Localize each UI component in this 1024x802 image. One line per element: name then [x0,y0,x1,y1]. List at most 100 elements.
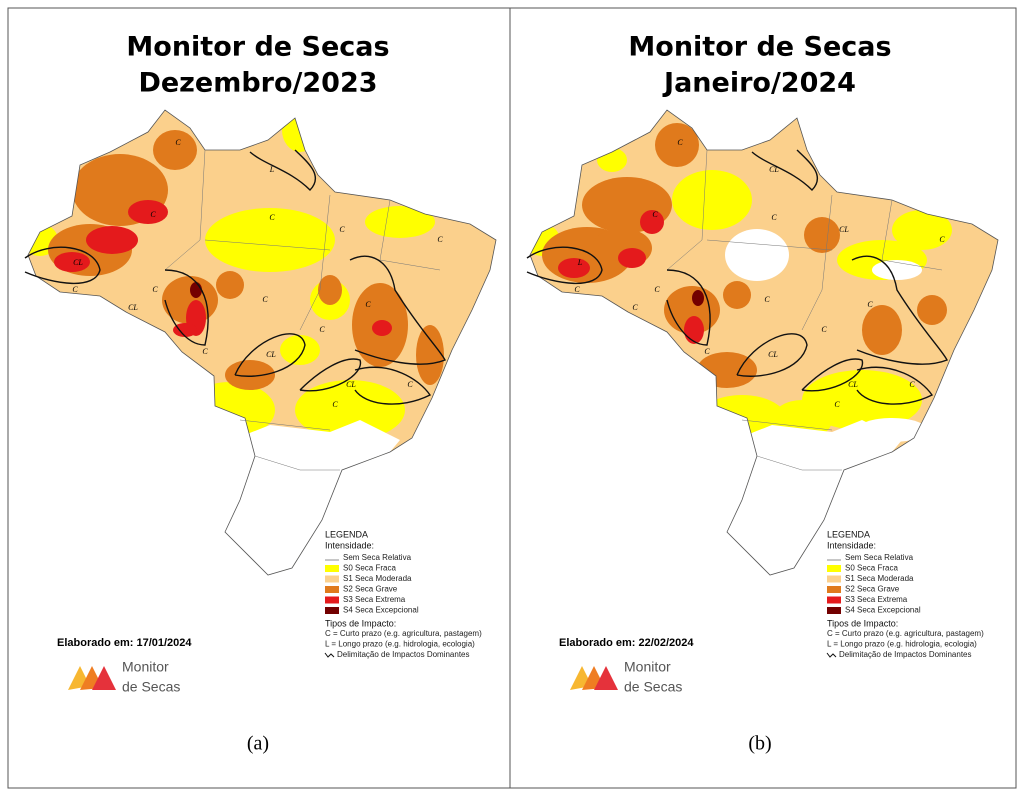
impact-label: C [365,300,371,309]
impact-label: C [152,285,158,294]
state-border [239,419,331,431]
legend-swatch [325,575,339,583]
drought-area [173,323,197,337]
drought-area [862,305,902,355]
impact-label: C [407,380,413,389]
impact-label: C [654,285,660,294]
legend-swatch [827,565,841,572]
legend-swatch [827,586,841,593]
impact-label: C [175,138,181,147]
logo: Monitor de Secas [570,659,682,695]
impact-boundary [354,366,432,405]
legend-swatch [325,607,339,614]
impact-label: CL [346,380,356,389]
legend-swatch [325,596,339,604]
impact-label: CL [73,258,83,267]
drought-area [153,130,197,170]
logo-text: Monitor [624,659,671,675]
impact-label: C [771,213,777,222]
legend-swatch [827,607,841,614]
title: Monitor de Secas [628,32,891,63]
drought-area [672,170,752,230]
state-border [801,194,833,331]
logo-mark [92,666,116,690]
legend-subheading: Intensidade: [325,540,374,550]
drought-area [692,290,704,306]
drought-area [318,275,342,305]
impact-label: C [269,213,275,222]
impact-label: C [150,210,156,219]
impact-label: CL [839,225,849,234]
impact-boundary [856,366,934,405]
logo-text: de Secas [122,679,180,695]
state-border [254,455,340,471]
state-border [204,239,331,251]
impact-symbol [826,652,837,658]
drought-area [872,260,922,280]
drought-area [54,252,90,272]
legend-subheading: Intensidade: [827,540,876,550]
state-border [299,194,331,331]
legend-item: S4 Seca Excepcional [343,606,419,615]
impact-boundary [234,333,306,377]
impact-boundary [249,149,317,191]
impact-label: C [939,235,945,244]
legend-item: S0 Seca Fraca [343,564,396,573]
impact-label: C [339,225,345,234]
legend-item: S0 Seca Fraca [845,564,898,573]
impact-label: CL [128,303,138,312]
state-border [756,455,842,471]
title: Janeiro/2024 [662,68,856,99]
legend-item: S1 Seca Moderada [343,574,412,583]
drought-area [365,206,435,238]
impact-boundary [349,255,446,365]
impact-label: C [437,235,443,244]
impact-heading: Tipos de Impacto: [827,618,898,628]
logo-mark [594,666,618,690]
drought-area [225,360,275,390]
impact-label: C [704,347,710,356]
drought-area [655,123,699,167]
impact-item: Delimitação de Impactos Dominantes [337,650,470,659]
legend-item: S1 Seca Moderada [845,574,914,583]
drought-area [372,320,392,336]
impact-label: C [332,400,338,409]
state-border [706,239,833,251]
state-border [379,199,441,271]
drought-area [723,281,751,309]
title: Monitor de Secas [126,32,389,63]
impact-label: C [319,325,325,334]
impact-label: L [269,165,275,174]
drought-area [558,258,590,278]
drought-area [917,295,947,325]
impact-boundary [851,255,948,365]
impact-heading: Tipos de Impacto: [325,618,396,628]
title: Dezembro/2023 [138,68,377,99]
caption: (a) [247,733,269,755]
drought-area [802,370,922,430]
impact-label: C [677,138,683,147]
map-outline [529,109,999,576]
logo: Monitor de Secas [68,659,180,695]
elaborated-date: Elaborado em: 22/02/2024 [559,637,694,649]
drought-area [804,217,840,253]
impact-label: L [577,258,583,267]
impact-label: CL [769,165,779,174]
impact-item: L = Longo prazo (e.g. hidrologia, ecolog… [325,640,475,649]
impact-boundary [666,269,711,346]
legend-item: Sem Seca Relativa [845,553,914,562]
legend-item: S2 Seca Grave [845,585,900,594]
impact-boundary [299,358,362,392]
legend-item: Sem Seca Relativa [343,553,412,562]
state-border [741,419,833,431]
impact-label: C [202,347,208,356]
elaborated-date: Elaborado em: 17/01/2024 [57,637,192,649]
drought-area [128,200,168,224]
impact-label: C [764,295,770,304]
drought-area [725,229,789,281]
legend-heading: LEGENDA [325,529,368,539]
